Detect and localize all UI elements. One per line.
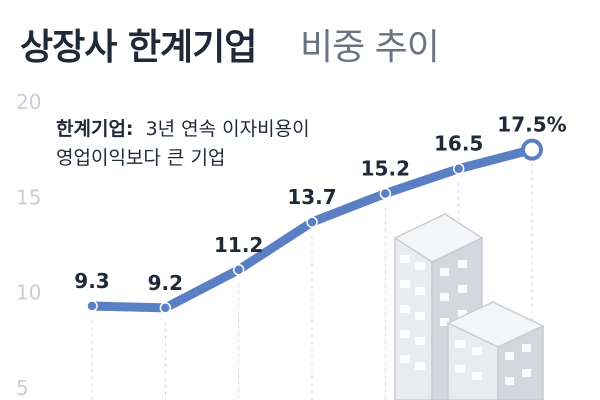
y-tick-20: 20 xyxy=(16,90,41,114)
chart-title: 상장사 한계기업 xyxy=(20,27,257,68)
chart-subtitle: 비중 추이 xyxy=(300,27,440,68)
building-back-windows xyxy=(400,255,467,370)
data-label-2: 11.2 xyxy=(214,233,263,257)
y-tick-10: 10 xyxy=(16,281,41,305)
data-point-5 xyxy=(452,162,465,175)
data-point-2 xyxy=(232,264,245,276)
y-tick-15: 15 xyxy=(16,185,41,209)
data-label-3: 13.7 xyxy=(287,185,336,209)
data-label-4: 15.2 xyxy=(361,157,410,181)
note-line-1: 3년 연속 이자비용이 xyxy=(146,118,310,140)
data-point-3 xyxy=(306,216,318,228)
note-label: 한계기업: xyxy=(56,118,134,140)
svg-text:한계기업: 3년 연속 이자비용이: 한계기업: 3년 연속 이자비용이 xyxy=(56,118,310,140)
note-line-2: 영업이익보다 큰 기업 xyxy=(56,147,225,169)
data-label-6: 17.5% xyxy=(497,113,566,137)
definition-note: 한계기업: 3년 연속 이자비용이 영업이익보다 큰 기업 xyxy=(56,118,310,169)
buildings-illustration xyxy=(393,213,545,400)
data-point-0 xyxy=(86,300,98,312)
data-point-4 xyxy=(379,187,392,200)
data-point-6 xyxy=(521,138,543,161)
value-labels: 9.3 9.2 11.2 13.7 15.2 16.5 17.5% xyxy=(74,113,566,295)
series-layer xyxy=(86,138,543,314)
data-point-1 xyxy=(159,302,172,314)
data-label-5: 16.5 xyxy=(434,132,483,156)
building-front-windows xyxy=(455,340,531,385)
data-label-0: 9.3 xyxy=(74,269,109,293)
data-label-1: 9.2 xyxy=(148,271,183,295)
y-axis-ticks: 5 10 15 20 xyxy=(16,90,41,400)
y-tick-5: 5 xyxy=(16,376,29,400)
